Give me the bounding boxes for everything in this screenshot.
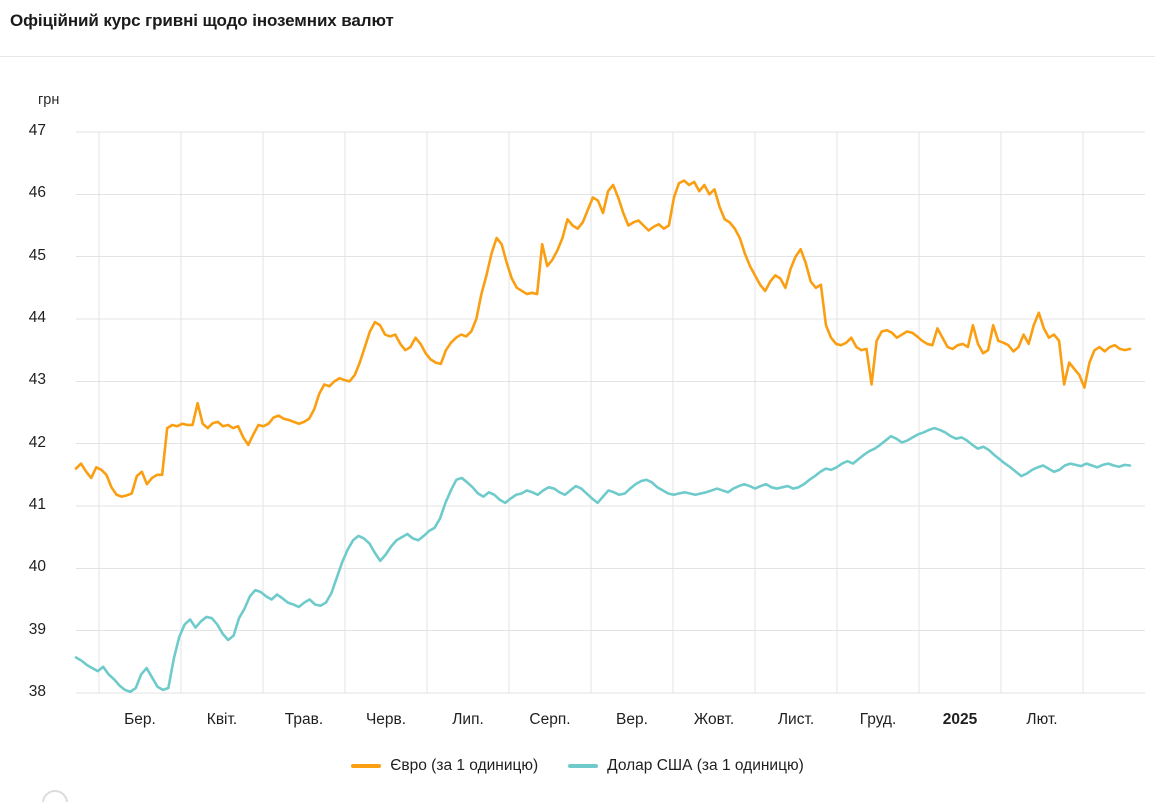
legend-item-label: Долар США (за 1 одиницю) [607, 757, 804, 774]
y-axis-tick-label: 45 [28, 246, 46, 264]
chart-legend: Євро (за 1 одиницю) Долар США (за 1 одини… [0, 757, 1155, 775]
series-lines [74, 179, 1132, 694]
y-axis-tick-label: 39 [28, 620, 46, 638]
title-divider [0, 56, 1155, 57]
line-chart-svg [74, 131, 1145, 694]
y-axis-tick-label: 44 [28, 309, 46, 326]
x-axis-tick-label: Квіт. [206, 711, 238, 728]
y-axis-tick-label: 47 [28, 122, 46, 139]
x-axis-tick-label: Серп. [529, 711, 571, 728]
x-axis-tick-label: Лип. [452, 711, 484, 728]
page-title: Офіційний курс гривні щодо іноземних вал… [10, 11, 394, 30]
legend-color-swatch [568, 764, 599, 768]
x-axis-tick-label: Жовт. [693, 711, 735, 728]
y-axis-unit-label: грн [38, 92, 60, 108]
y-axis-tick-label: 42 [28, 433, 46, 451]
y-axis-tick-label: 43 [28, 371, 46, 389]
y-axis-tick-label: 41 [28, 496, 46, 513]
y-axis-tick-label: 46 [28, 184, 46, 202]
y-axis-tick-label: 38 [28, 683, 46, 700]
chart-plot-area: грн 47 46 45 44 43 42 41 40 39 38 Бер. Квіт. Трав. Ч… [0, 57, 1155, 747]
series-line [74, 179, 1132, 498]
x-axis-tick-label: Трав. [284, 711, 324, 728]
x-axis-tick-label: Груд. [859, 711, 897, 728]
legend-item-label: Євро (за 1 одиницю) [390, 757, 539, 774]
grid-lines [76, 131, 1145, 694]
corner-circle-widget[interactable] [42, 790, 68, 802]
x-axis-tick-label: 2025 [942, 711, 978, 728]
series-line [74, 426, 1132, 694]
x-axis-tick-label: Лист. [777, 711, 815, 728]
y-axis-tick-label: 40 [28, 558, 46, 576]
legend-color-swatch [351, 764, 382, 768]
x-axis-tick-label: Лют. [1026, 711, 1058, 728]
x-axis-tick-label: Вер. [616, 711, 648, 728]
x-axis-tick-label: Бер. [124, 711, 156, 728]
x-axis-tick-label: Черв. [365, 711, 407, 728]
legend-item[interactable]: Євро (за 1 одиницю) [351, 757, 538, 775]
legend-item[interactable]: Долар США (за 1 одиницю) [568, 757, 804, 775]
